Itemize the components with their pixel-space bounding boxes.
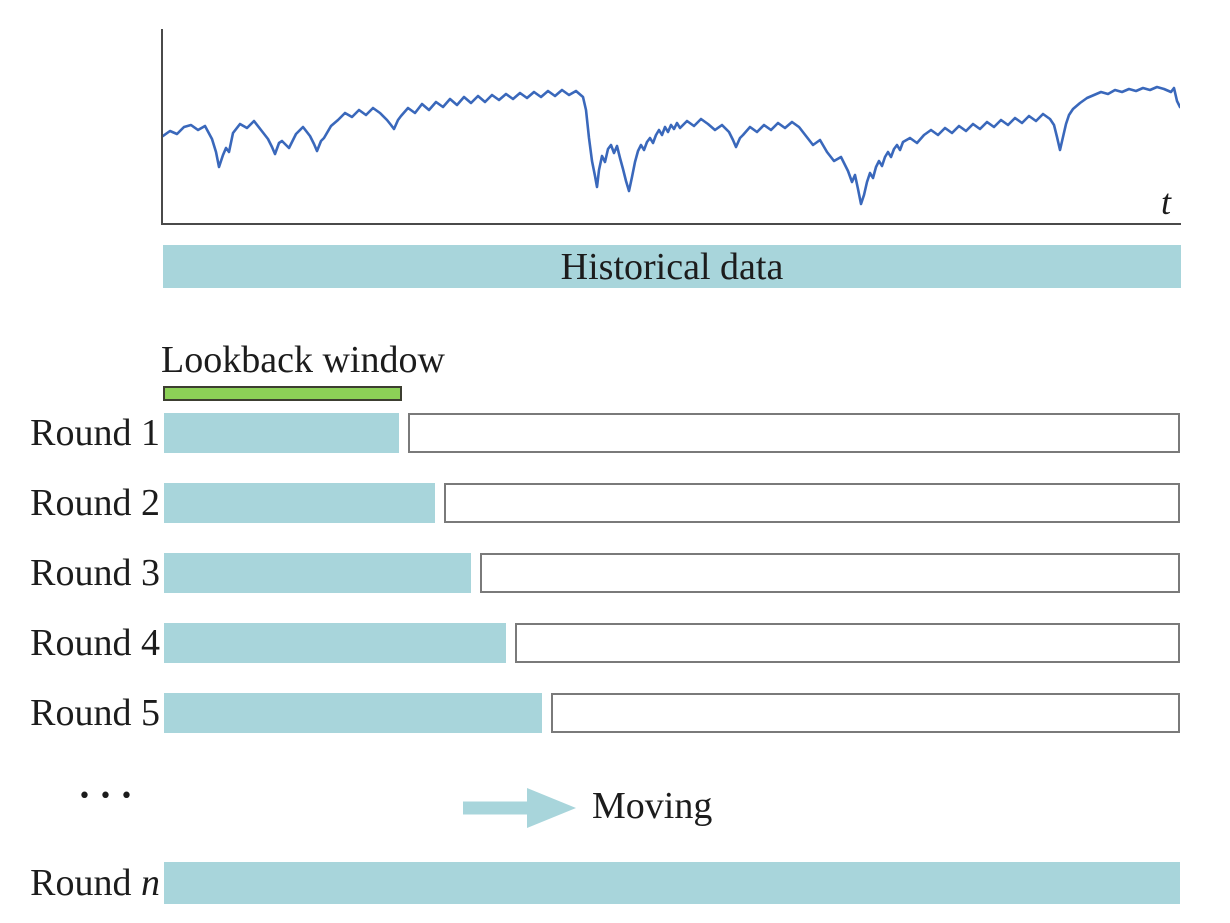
time-series-line — [163, 85, 1180, 206]
future-window-segment — [408, 413, 1180, 453]
future-window-segment — [551, 693, 1180, 733]
lookback-window-label: Lookback window — [161, 339, 445, 381]
ellipsis: ••• — [78, 784, 141, 809]
lookback-window-bar — [163, 386, 402, 401]
lookback-window-segment — [164, 693, 542, 733]
round-n-bar — [164, 862, 1180, 904]
moving-label: Moving — [592, 785, 713, 827]
round-label: Round 5 — [30, 692, 160, 734]
lookback-window-segment — [164, 483, 435, 523]
moving-arrow-icon — [463, 788, 576, 828]
round-label: Round 2 — [30, 482, 160, 524]
round-label: Round 3 — [30, 552, 160, 594]
future-window-segment — [444, 483, 1180, 523]
x-axis-label: t — [1160, 182, 1171, 222]
lookback-window-segment — [164, 623, 506, 663]
round-label: Round 4 — [30, 622, 160, 664]
lookback-window-segment — [164, 413, 399, 453]
future-window-segment — [480, 553, 1180, 593]
historical-data-label: Historical data — [560, 245, 784, 288]
time-series-chart — [163, 85, 1180, 206]
round-n-label: Round n — [30, 862, 160, 904]
y-axis — [161, 29, 163, 225]
future-window-segment — [515, 623, 1180, 663]
x-axis — [161, 223, 1181, 225]
round-label: Round 1 — [30, 412, 160, 454]
lookback-window-segment — [164, 553, 471, 593]
historical-data-bar: Historical data — [163, 245, 1181, 288]
